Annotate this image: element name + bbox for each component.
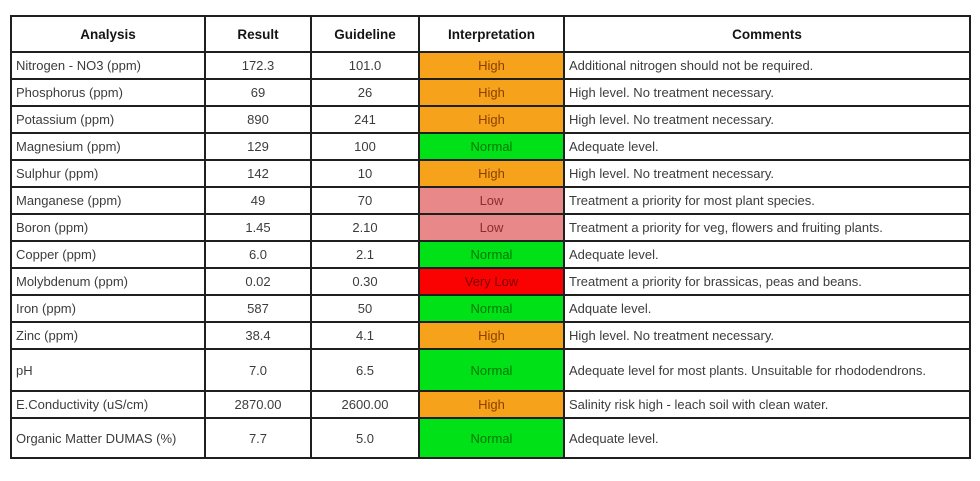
analysis-cell: E.Conductivity (uS/cm) bbox=[10, 390, 206, 419]
result-cell: 49 bbox=[204, 186, 312, 215]
column-header-interpretation: Interpretation bbox=[418, 15, 565, 53]
comments-cell: Additional nitrogen should not be requir… bbox=[563, 51, 971, 80]
comments-cell: Adequate level for most plants. Unsuitab… bbox=[563, 348, 971, 392]
comments-cell: High level. No treatment necessary. bbox=[563, 321, 971, 350]
interpretation-badge: Normal bbox=[418, 417, 565, 459]
table-row: Boron (ppm) 1.45 2.10 Low Treatment a priori… bbox=[10, 213, 971, 242]
guideline-cell: 0.30 bbox=[310, 267, 420, 296]
interpretation-badge: Normal bbox=[418, 132, 565, 161]
table-body: Nitrogen - NO3 (ppm) 172.3 101.0 High Additi… bbox=[10, 51, 971, 459]
analysis-cell: Iron (ppm) bbox=[10, 294, 206, 323]
result-cell: 38.4 bbox=[204, 321, 312, 350]
column-header-guideline: Guideline bbox=[310, 15, 420, 53]
interpretation-badge: High bbox=[418, 78, 565, 107]
comments-cell: Adquate level. bbox=[563, 294, 971, 323]
result-cell: 890 bbox=[204, 105, 312, 134]
analysis-cell: Molybdenum (ppm) bbox=[10, 267, 206, 296]
table-row: Nitrogen - NO3 (ppm) 172.3 101.0 High Additi… bbox=[10, 51, 971, 80]
result-cell: 587 bbox=[204, 294, 312, 323]
table-row: Copper (ppm) 6.0 2.1 Normal Adequate level. bbox=[10, 240, 971, 269]
result-cell: 0.02 bbox=[204, 267, 312, 296]
analysis-cell: Manganese (ppm) bbox=[10, 186, 206, 215]
comments-cell: Adequate level. bbox=[563, 240, 971, 269]
analysis-cell: Organic Matter DUMAS (%) bbox=[10, 417, 206, 459]
comments-cell: High level. No treatment necessary. bbox=[563, 159, 971, 188]
result-cell: 7.7 bbox=[204, 417, 312, 459]
table-row: Sulphur (ppm) 142 10 High High level. No tre… bbox=[10, 159, 971, 188]
interpretation-badge: High bbox=[418, 321, 565, 350]
comments-cell: Adequate level. bbox=[563, 132, 971, 161]
guideline-cell: 6.5 bbox=[310, 348, 420, 392]
interpretation-badge: Normal bbox=[418, 348, 565, 392]
guideline-cell: 26 bbox=[310, 78, 420, 107]
guideline-cell: 2.10 bbox=[310, 213, 420, 242]
guideline-cell: 5.0 bbox=[310, 417, 420, 459]
guideline-cell: 101.0 bbox=[310, 51, 420, 80]
table-row: Zinc (ppm) 38.4 4.1 High High level. No trea… bbox=[10, 321, 971, 350]
comments-cell: High level. No treatment necessary. bbox=[563, 78, 971, 107]
interpretation-badge: Normal bbox=[418, 240, 565, 269]
analysis-cell: Nitrogen - NO3 (ppm) bbox=[10, 51, 206, 80]
table-row: Phosphorus (ppm) 69 26 High High level. No t… bbox=[10, 78, 971, 107]
interpretation-badge: Very Low bbox=[418, 267, 565, 296]
guideline-cell: 50 bbox=[310, 294, 420, 323]
comments-cell: Treatment a priority for most plant spec… bbox=[563, 186, 971, 215]
interpretation-badge: High bbox=[418, 105, 565, 134]
interpretation-badge: Normal bbox=[418, 294, 565, 323]
table-row: pH 7.0 6.5 Normal Adequate level for most pl… bbox=[10, 348, 971, 392]
guideline-cell: 241 bbox=[310, 105, 420, 134]
analysis-cell: Phosphorus (ppm) bbox=[10, 78, 206, 107]
analysis-cell: Copper (ppm) bbox=[10, 240, 206, 269]
guideline-cell: 100 bbox=[310, 132, 420, 161]
comments-cell: Treatment a priority for veg, flowers an… bbox=[563, 213, 971, 242]
result-cell: 6.0 bbox=[204, 240, 312, 269]
comments-cell: Adequate level. bbox=[563, 417, 971, 459]
guideline-cell: 70 bbox=[310, 186, 420, 215]
column-header-analysis: Analysis bbox=[10, 15, 206, 53]
guideline-cell: 2600.00 bbox=[310, 390, 420, 419]
soil-analysis-table: Analysis Result Guideline Interpretation Com… bbox=[10, 15, 971, 459]
table-row: Molybdenum (ppm) 0.02 0.30 Very Low Treatmen… bbox=[10, 267, 971, 296]
result-cell: 129 bbox=[204, 132, 312, 161]
table-row: E.Conductivity (uS/cm) 2870.00 2600.00 High… bbox=[10, 390, 971, 419]
result-cell: 7.0 bbox=[204, 348, 312, 392]
table-row: Potassium (ppm) 890 241 High High level. No … bbox=[10, 105, 971, 134]
guideline-cell: 4.1 bbox=[310, 321, 420, 350]
comments-cell: Treatment a priority for brassicas, peas… bbox=[563, 267, 971, 296]
guideline-cell: 2.1 bbox=[310, 240, 420, 269]
column-header-comments: Comments bbox=[563, 15, 971, 53]
column-header-result: Result bbox=[204, 15, 312, 53]
analysis-cell: Sulphur (ppm) bbox=[10, 159, 206, 188]
analysis-cell: Boron (ppm) bbox=[10, 213, 206, 242]
interpretation-badge: High bbox=[418, 51, 565, 80]
table-row: Manganese (ppm) 49 70 Low Treatment a priori… bbox=[10, 186, 971, 215]
analysis-cell: Magnesium (ppm) bbox=[10, 132, 206, 161]
table-row: Organic Matter DUMAS (%) 7.7 5.0 Normal Adeq… bbox=[10, 417, 971, 459]
result-cell: 69 bbox=[204, 78, 312, 107]
result-cell: 172.3 bbox=[204, 51, 312, 80]
guideline-cell: 10 bbox=[310, 159, 420, 188]
result-cell: 142 bbox=[204, 159, 312, 188]
interpretation-badge: Low bbox=[418, 213, 565, 242]
table-row: Magnesium (ppm) 129 100 Normal Adequate leve… bbox=[10, 132, 971, 161]
comments-cell: Salinity risk high - leach soil with cle… bbox=[563, 390, 971, 419]
analysis-cell: pH bbox=[10, 348, 206, 392]
result-cell: 2870.00 bbox=[204, 390, 312, 419]
interpretation-badge: Low bbox=[418, 186, 565, 215]
analysis-cell: Zinc (ppm) bbox=[10, 321, 206, 350]
analysis-cell: Potassium (ppm) bbox=[10, 105, 206, 134]
comments-cell: High level. No treatment necessary. bbox=[563, 105, 971, 134]
interpretation-badge: High bbox=[418, 159, 565, 188]
header-row: Analysis Result Guideline Interpretation Com… bbox=[10, 15, 971, 53]
result-cell: 1.45 bbox=[204, 213, 312, 242]
interpretation-badge: High bbox=[418, 390, 565, 419]
table-row: Iron (ppm) 587 50 Normal Adquate level. bbox=[10, 294, 971, 323]
